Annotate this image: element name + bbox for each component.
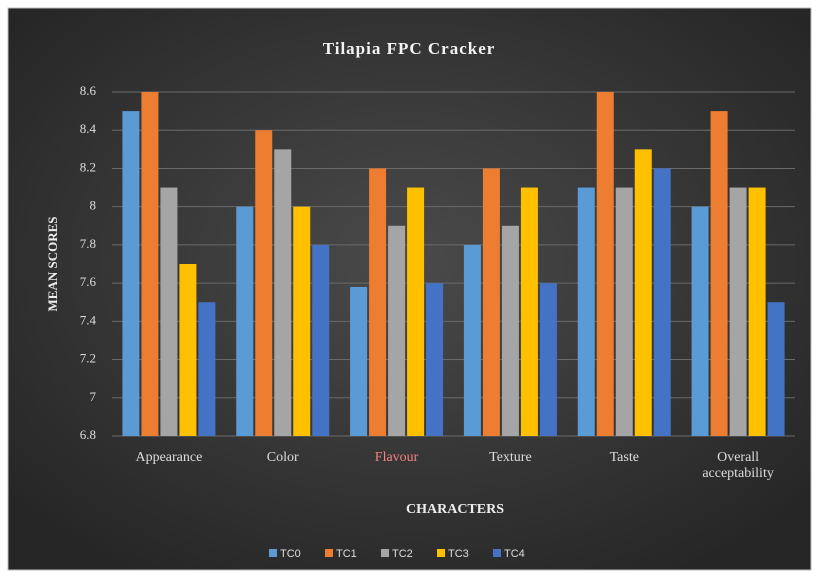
bar	[501, 225, 519, 436]
bar	[122, 111, 140, 436]
legend-label: TC0	[280, 548, 301, 560]
bar	[653, 168, 671, 436]
bar	[520, 187, 538, 436]
bar	[710, 111, 728, 436]
legend-label: TC3	[448, 548, 469, 560]
y-tick-label: 8.2	[80, 159, 96, 174]
legend-label: TC2	[392, 548, 413, 560]
x-tick-label: Appearance	[135, 450, 203, 465]
bar	[236, 206, 254, 436]
bar	[729, 187, 747, 436]
bar	[577, 187, 595, 436]
y-tick-label: 8.6	[80, 83, 97, 98]
bar	[691, 206, 709, 436]
bar	[767, 302, 785, 436]
bar	[388, 225, 406, 436]
x-tick-label: Texture	[489, 450, 532, 465]
x-tick-label: Overall acceptability	[702, 450, 774, 481]
x-axis-label: CHARACTERS	[406, 502, 504, 517]
legend-label: TC1	[336, 548, 357, 560]
bar	[312, 244, 330, 436]
bar	[160, 187, 178, 436]
bar	[255, 130, 273, 436]
bar	[274, 149, 292, 437]
y-tick-label: 6.8	[80, 427, 96, 442]
bar	[539, 283, 557, 436]
bar	[350, 286, 368, 436]
y-tick-label: 7.2	[80, 351, 96, 366]
bar	[198, 302, 216, 436]
x-tick-label: Taste	[609, 450, 639, 465]
bar	[369, 168, 387, 436]
y-axis-label: MEAN SCORES	[45, 217, 60, 312]
y-tick-label: 7	[90, 389, 97, 404]
y-tick-label: 7.6	[80, 274, 97, 289]
legend-swatch	[381, 549, 389, 557]
bar	[293, 206, 311, 436]
bar	[407, 187, 425, 436]
bar	[615, 187, 633, 436]
x-tick-label: Flavour	[374, 450, 419, 465]
bar	[634, 149, 652, 437]
y-tick-label: 8	[90, 198, 97, 213]
legend-swatch	[325, 549, 333, 557]
y-tick-label: 7.8	[80, 236, 96, 251]
bar	[463, 244, 481, 436]
y-tick-label: 8.4	[80, 121, 97, 136]
bar	[179, 264, 197, 436]
x-tick-label: Color	[266, 450, 299, 465]
bar	[426, 283, 444, 436]
chart-title: Tilapia FPC Cracker	[323, 39, 496, 58]
y-tick-label: 7.4	[80, 312, 97, 327]
bar	[748, 187, 766, 436]
bar	[596, 92, 614, 436]
bar	[141, 92, 159, 436]
legend-label: TC4	[504, 548, 525, 560]
legend-swatch	[437, 549, 445, 557]
legend-swatch	[493, 549, 501, 557]
bar	[482, 168, 500, 436]
legend-swatch	[269, 549, 277, 557]
